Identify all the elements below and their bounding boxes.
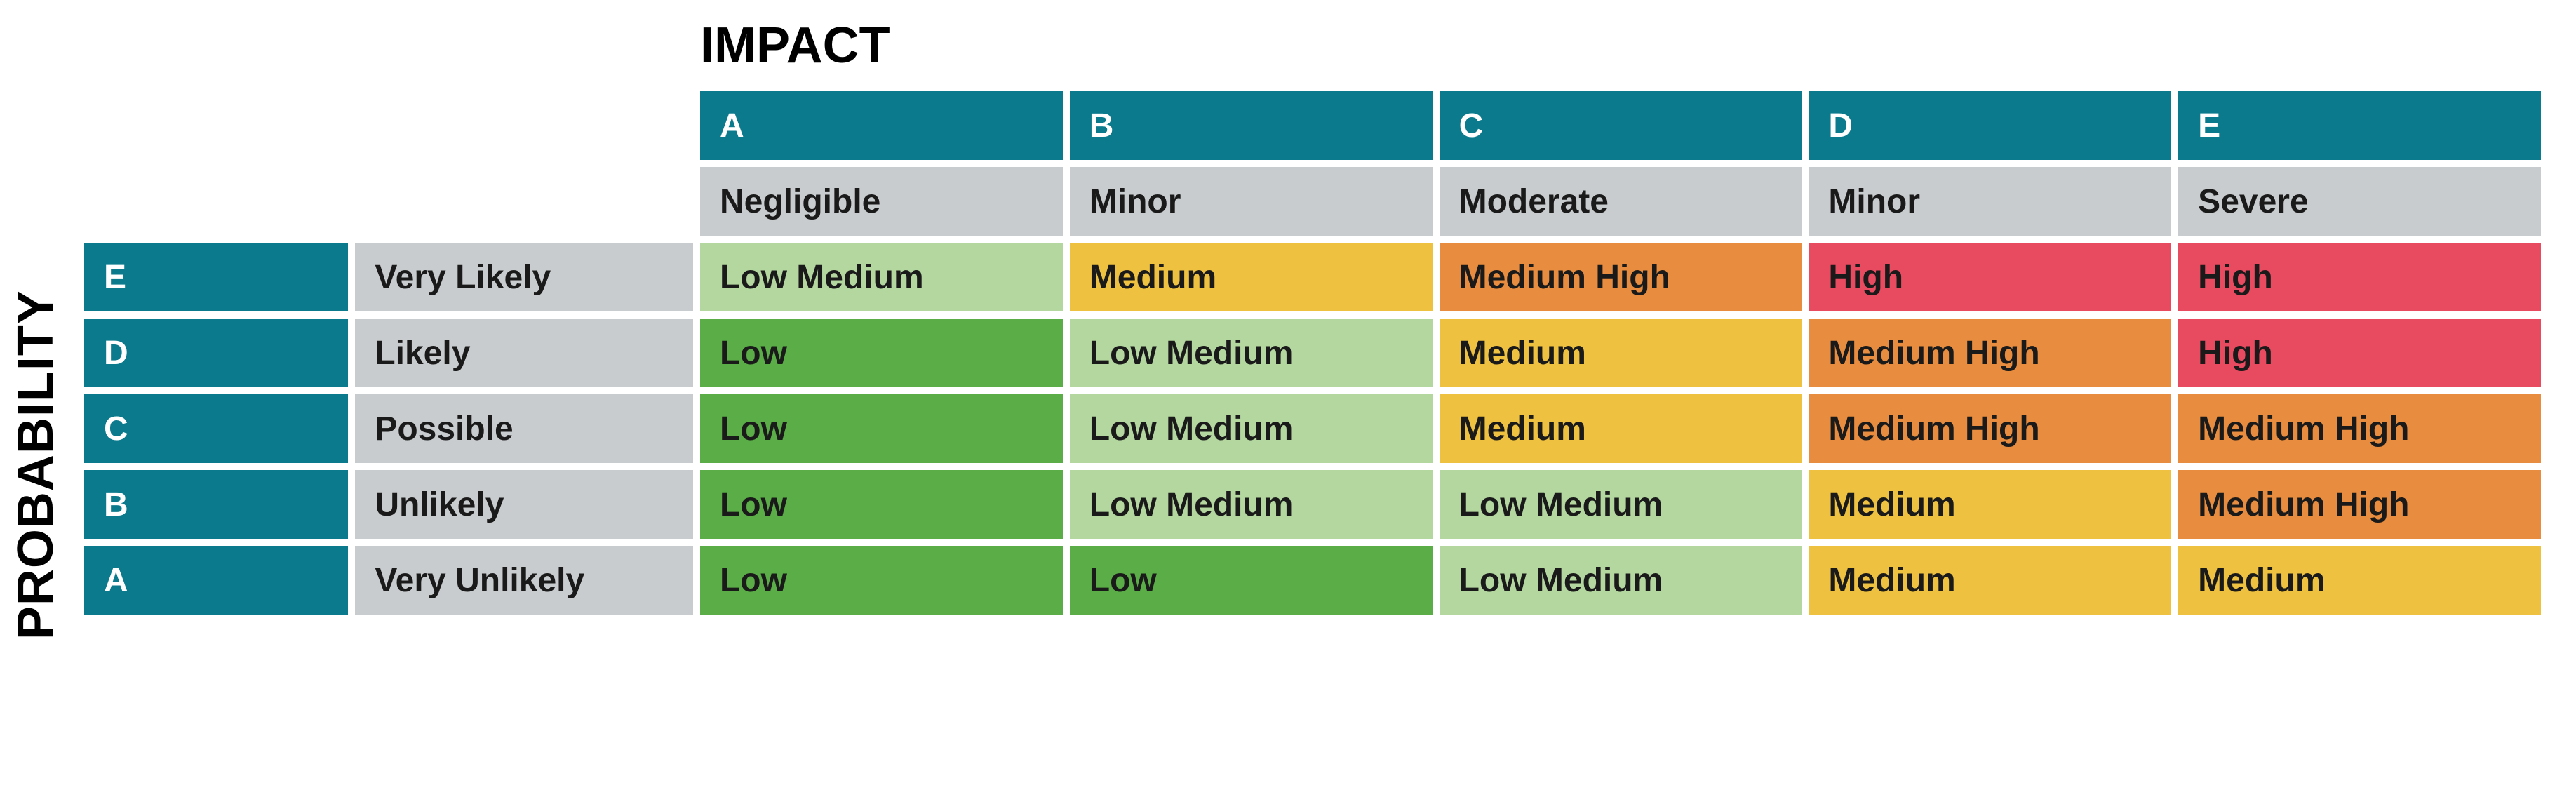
impact-letter-E: E	[2178, 91, 2548, 167]
risk-cell-E-B: Medium	[1070, 243, 1440, 319]
risk-cell-A-A: Low	[700, 546, 1070, 622]
impact-letter-A: A	[700, 91, 1070, 167]
risk-cell-D-A: Low	[700, 319, 1070, 394]
impact-axis-title: IMPACT	[700, 14, 2548, 91]
probability-label-E: Very Likely	[355, 243, 700, 319]
risk-cell-D-C: Medium	[1440, 319, 1809, 394]
probability-label-A: Very Unlikely	[355, 546, 700, 622]
risk-cell-E-D: High	[1809, 243, 2178, 319]
probability-label-D: Likely	[355, 319, 700, 394]
impact-label-B: Minor	[1070, 167, 1440, 243]
impact-label-A: Negligible	[700, 167, 1070, 243]
probability-letter-D: D	[84, 319, 355, 394]
probability-axis-title: PROBABILITY	[7, 290, 65, 640]
probability-letter-A: A	[84, 546, 355, 622]
probability-letter-B: B	[84, 470, 355, 546]
risk-cell-A-B: Low	[1070, 546, 1440, 622]
impact-label-E: Severe	[2178, 167, 2548, 243]
risk-cell-C-D: Medium High	[1809, 394, 2178, 470]
risk-cell-E-A: Low Medium	[700, 243, 1070, 319]
risk-cell-B-E: Medium High	[2178, 470, 2548, 546]
risk-cell-D-D: Medium High	[1809, 319, 2178, 394]
impact-label-D: Minor	[1809, 167, 2178, 243]
risk-cell-C-E: Medium High	[2178, 394, 2548, 470]
risk-cell-E-E: High	[2178, 243, 2548, 319]
risk-matrix-table: IMPACTABCDENegligibleMinorModerateMinorS…	[84, 14, 2548, 622]
risk-cell-A-C: Low Medium	[1440, 546, 1809, 622]
risk-cell-B-D: Medium	[1809, 470, 2178, 546]
risk-cell-D-E: High	[2178, 319, 2548, 394]
risk-cell-C-B: Low Medium	[1070, 394, 1440, 470]
impact-letter-D: D	[1809, 91, 2178, 167]
risk-cell-B-A: Low	[700, 470, 1070, 546]
risk-cell-C-A: Low	[700, 394, 1070, 470]
probability-letter-C: C	[84, 394, 355, 470]
probability-label-B: Unlikely	[355, 470, 700, 546]
impact-letter-C: C	[1440, 91, 1809, 167]
risk-cell-A-E: Medium	[2178, 546, 2548, 622]
impact-letter-B: B	[1070, 91, 1440, 167]
probability-label-C: Possible	[355, 394, 700, 470]
risk-cell-B-C: Low Medium	[1440, 470, 1809, 546]
risk-cell-D-B: Low Medium	[1070, 319, 1440, 394]
impact-label-C: Moderate	[1440, 167, 1809, 243]
risk-cell-C-C: Medium	[1440, 394, 1809, 470]
risk-cell-E-C: Medium High	[1440, 243, 1809, 319]
risk-cell-A-D: Medium	[1809, 546, 2178, 622]
probability-letter-E: E	[84, 243, 355, 319]
risk-cell-B-B: Low Medium	[1070, 470, 1440, 546]
